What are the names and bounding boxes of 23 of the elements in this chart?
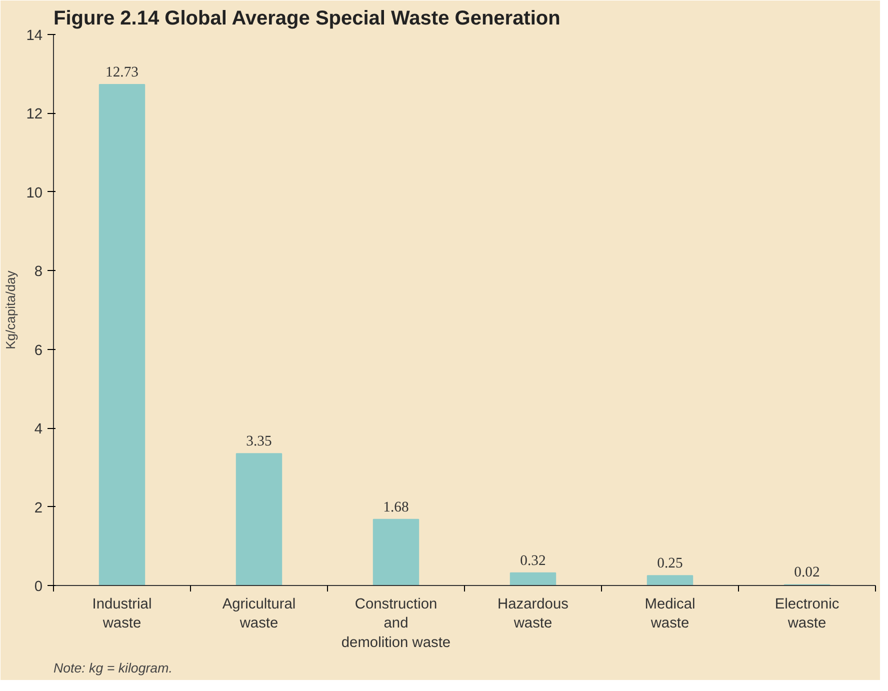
data-label: 0.32 <box>520 552 546 569</box>
data-label: 1.68 <box>383 499 409 516</box>
y-tick-label: 0 <box>34 579 43 595</box>
x-tick-label: Agricultural waste <box>222 596 296 632</box>
y-tick-label: 12 <box>26 106 43 123</box>
y-tick-label: 6 <box>34 342 43 359</box>
data-label: 0.02 <box>794 564 820 581</box>
x-tick-label: Medical waste <box>644 596 696 632</box>
chart-title: Figure 2.14 Global Average Special Waste Generation <box>54 8 560 30</box>
x-tick-label: Hazardous waste <box>498 596 568 632</box>
x-tick-label: Industrial waste <box>92 596 152 632</box>
data-label: 0.25 <box>657 556 683 572</box>
x-tick-label: Construction and demolition waste <box>341 596 451 651</box>
y-axis-title: Kg/capita/day <box>3 270 18 350</box>
data-label: 12.73 <box>106 64 138 80</box>
y-tick-label: 10 <box>26 185 43 202</box>
y-tick-label: 4 <box>34 422 43 438</box>
x-tick-label: Electronic waste <box>774 596 840 632</box>
text: Note: kg = kilogram. <box>54 660 172 676</box>
y-tick-label: 8 <box>34 264 43 280</box>
y-tick-label: 14 <box>26 28 43 44</box>
y-tick-label: 2 <box>34 500 43 516</box>
data-label: 3.35 <box>246 434 272 450</box>
